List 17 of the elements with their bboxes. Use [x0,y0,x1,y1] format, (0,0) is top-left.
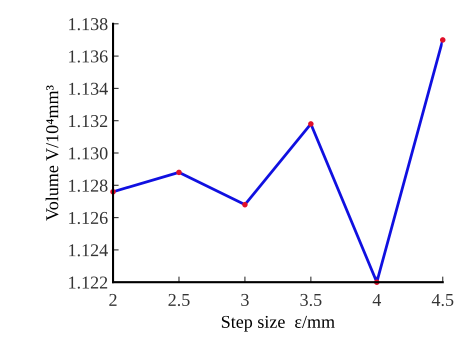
y-tick-label: 1.138 [69,18,108,30]
y-tick-label: 1.130 [69,147,108,160]
y-tick-label: 1.122 [69,276,108,289]
x-tick-label: 3 [241,294,249,306]
y-tick-label: 1.136 [69,50,108,63]
x-tick-label: 2.5 [168,294,190,306]
x-tick-label: 3.5 [300,294,322,306]
x-tick-label: 2 [109,294,117,306]
y-axis-title: Volume V/10⁴mm³ [46,85,58,221]
y-tick-label: 1.126 [69,212,108,224]
y-tick-label: 1.124 [69,244,108,256]
y-tick-label: 1.132 [69,115,108,128]
y-tick-label: 1.134 [69,82,108,95]
x-tick-label: 4.5 [432,294,454,306]
y-tick-label: 1.128 [69,180,108,192]
x-tick-label: 4 [372,294,382,306]
x-axis-title: Step size ε/mm [222,316,335,332]
